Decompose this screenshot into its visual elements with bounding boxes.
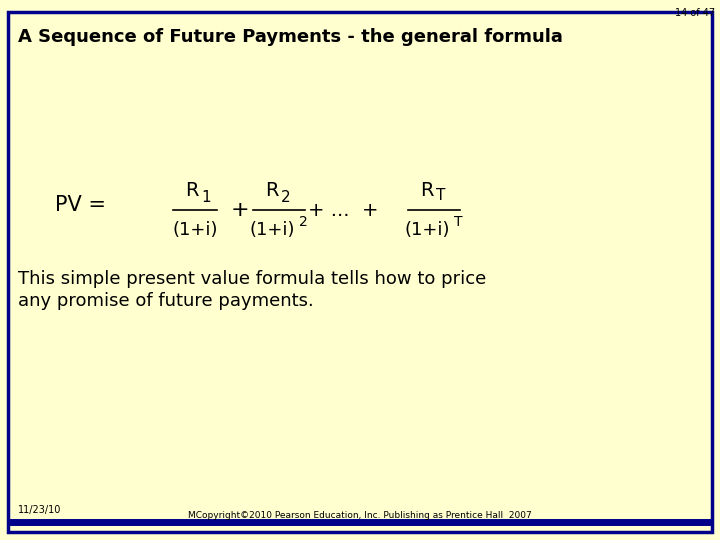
Text: T: T [454, 215, 462, 229]
Text: MCopyright©2010 Pearson Education, Inc. Publishing as Prentice Hall  2007: MCopyright©2010 Pearson Education, Inc. … [188, 511, 532, 521]
Text: A Sequence of Future Payments - the general formula: A Sequence of Future Payments - the gene… [18, 28, 563, 46]
Text: PV =: PV = [55, 195, 112, 215]
Text: 11/23/10: 11/23/10 [18, 505, 61, 515]
Text: + ...  +: + ... + [307, 200, 378, 219]
Text: any promise of future payments.: any promise of future payments. [18, 292, 314, 310]
FancyBboxPatch shape [8, 12, 712, 532]
Text: (1+i): (1+i) [172, 221, 217, 239]
Text: 1: 1 [201, 190, 211, 205]
Text: This simple present value formula tells how to price: This simple present value formula tells … [18, 270, 486, 288]
Text: R: R [265, 180, 279, 199]
Text: 14 of 47: 14 of 47 [675, 8, 715, 18]
Text: 2: 2 [282, 190, 291, 205]
Text: (1+i): (1+i) [249, 221, 294, 239]
Text: (1+i): (1+i) [404, 221, 450, 239]
Text: R: R [420, 180, 433, 199]
Text: +: + [230, 200, 249, 220]
Text: 2: 2 [299, 215, 307, 229]
Text: T: T [436, 187, 446, 202]
Text: R: R [185, 180, 199, 199]
